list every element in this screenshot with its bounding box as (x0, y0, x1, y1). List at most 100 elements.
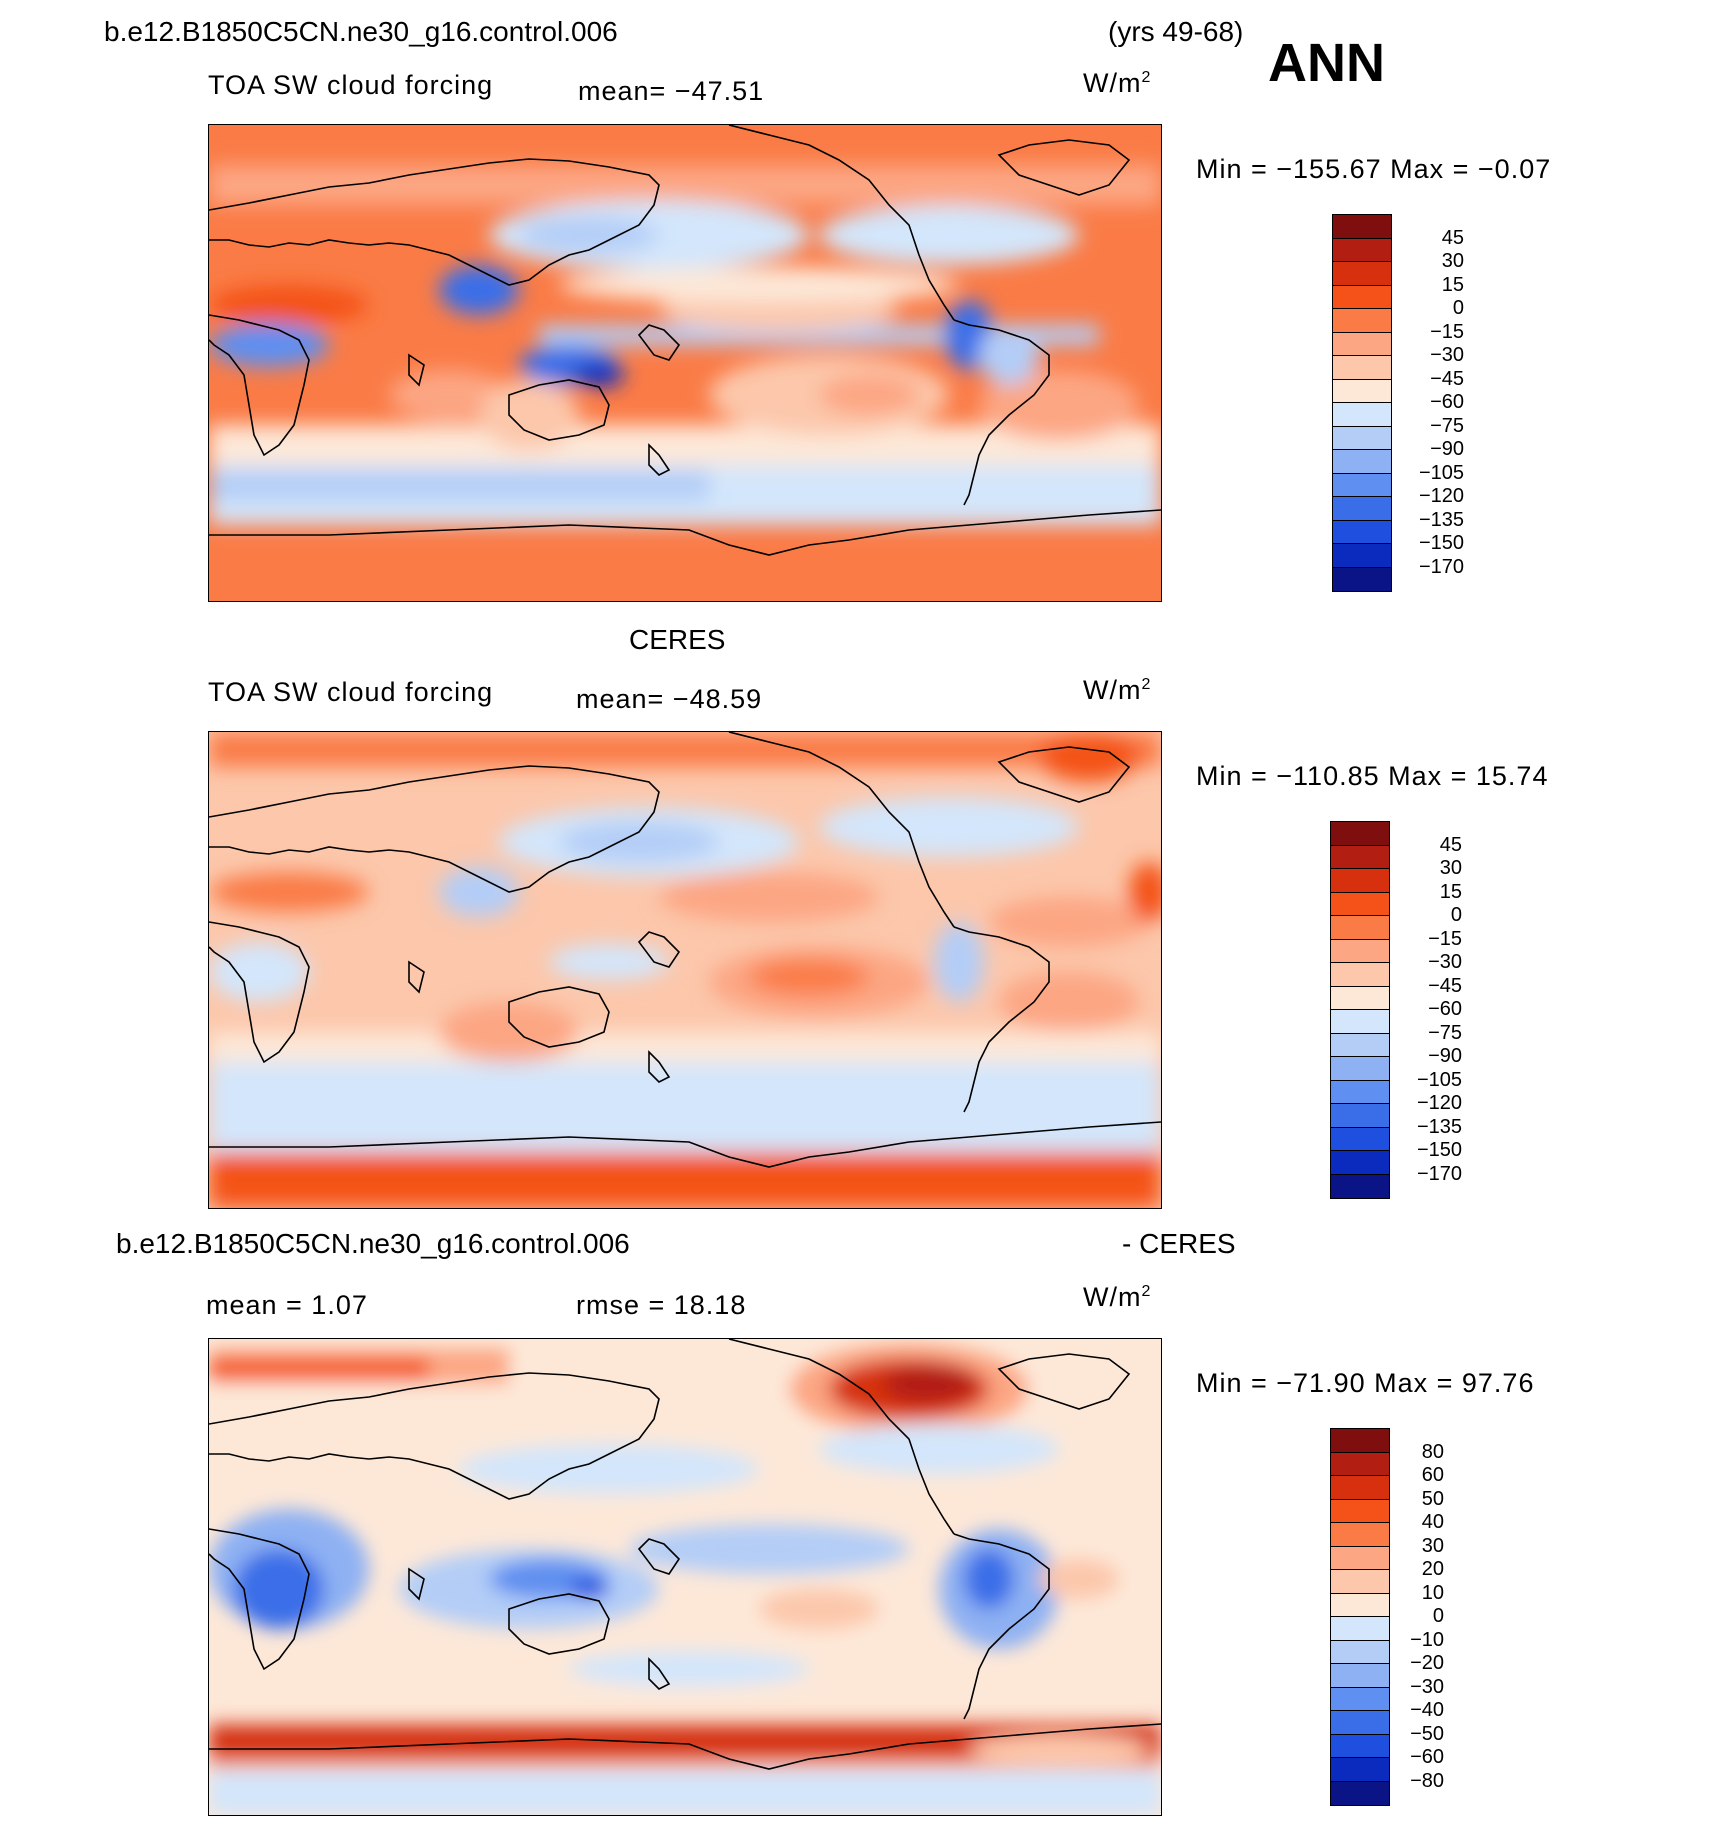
colorbar-tick-label: −170 (1418, 555, 1464, 578)
colorbar-tick-label: 0 (1452, 297, 1464, 319)
colorbar-tick-label: −120 (1416, 1092, 1462, 1114)
colorbar-swatch (1331, 1687, 1389, 1711)
case-title: b.e12.B1850C5CN.ne30_g16.control.006 (104, 16, 618, 47)
panel1-colorbar-labels: 45 30 15 0 −15 −30 −45 −60 −75 −90 −105 −120 −135 −15… (1400, 214, 1464, 592)
colorbar-tick-label: 40 (1421, 1511, 1444, 1533)
panel1-variable: TOA SW cloud forcing (208, 70, 494, 100)
colorbar-tick-label: 15 (1441, 273, 1464, 296)
colorbar-tick-label: −90 (1428, 1045, 1462, 1067)
colorbar-tick-label: −30 (1430, 344, 1464, 366)
panel1-coastlines (209, 125, 1161, 556)
colorbar-swatch (1331, 1523, 1389, 1547)
colorbar-tick-label: 10 (1421, 1581, 1444, 1604)
colorbar-swatch (1333, 403, 1391, 427)
colorbar-swatch (1331, 1640, 1389, 1664)
colorbar-tick-label: −135 (1416, 1115, 1462, 1138)
colorbar-swatch (1331, 1781, 1389, 1805)
panel3-mean: mean = 1.07 (206, 1290, 368, 1320)
colorbar-tick-label: −105 (1418, 461, 1464, 484)
panel1-map (208, 124, 1162, 602)
colorbar-swatch (1333, 473, 1391, 497)
colorbar-swatch (1331, 1570, 1389, 1594)
colorbar-tick-label: −90 (1430, 438, 1464, 460)
colorbar-tick-label: 15 (1439, 880, 1462, 903)
panel2-title: CERES (629, 624, 726, 655)
colorbar-swatch (1333, 238, 1391, 262)
colorbar-tick-label: −40 (1410, 1699, 1444, 1721)
colorbar-tick-label: 30 (1439, 857, 1462, 879)
colorbar-swatch (1331, 822, 1389, 846)
panel3-title-right: - CERES (1122, 1228, 1236, 1259)
panel3-colorbar (1330, 1428, 1390, 1806)
colorbar-tick-label: 60 (1421, 1464, 1444, 1486)
colorbar-tick-label: 0 (1450, 904, 1462, 926)
panel3-colorbar-labels: 80 60 50 40 30 20 10 0 −10 −20 −30 −40 −50 −60 −80 (1392, 1428, 1444, 1806)
colorbar-swatch (1333, 262, 1391, 286)
colorbar-tick-label: −75 (1428, 1021, 1462, 1044)
colorbar-tick-label: −15 (1430, 320, 1464, 343)
colorbar-swatch (1331, 1151, 1389, 1175)
colorbar-tick-label: 0 (1432, 1605, 1444, 1627)
panel3-map-svg (209, 1339, 1161, 1815)
colorbar-tick-label: −135 (1418, 508, 1464, 531)
colorbar-swatch (1331, 1452, 1389, 1476)
colorbar-tick-label: −150 (1416, 1139, 1462, 1161)
colorbar-swatch (1331, 1033, 1389, 1057)
colorbar-tick-label: −80 (1410, 1769, 1444, 1792)
panel2-units: W/m2 (1083, 675, 1152, 705)
colorbar-swatch (1331, 1546, 1389, 1570)
colorbar-swatch (1331, 1734, 1389, 1758)
colorbar-tick-label: −60 (1410, 1746, 1444, 1768)
panel2-map-svg (209, 732, 1161, 1208)
panel3-title-left: b.e12.B1850C5CN.ne30_g16.control.006 (116, 1228, 630, 1259)
season-label: ANN (1268, 33, 1385, 93)
panel3-minmax: Min = −71.90 Max = 97.76 (1196, 1368, 1535, 1398)
panel2-coastlines (209, 732, 1161, 1168)
panel1-minmax: Min = −155.67 Max = −0.07 (1196, 154, 1552, 184)
panel3-rmse: rmse = 18.18 (576, 1290, 747, 1320)
colorbar-swatch (1331, 1429, 1389, 1453)
colorbar-swatch (1331, 986, 1389, 1010)
colorbar-swatch (1331, 1104, 1389, 1128)
colorbar-swatch (1331, 892, 1389, 916)
colorbar-swatch (1333, 450, 1391, 474)
colorbar-tick-label: −45 (1430, 367, 1464, 390)
colorbar-swatch (1331, 1127, 1389, 1151)
colorbar-swatch (1333, 497, 1391, 521)
colorbar-tick-label: −170 (1416, 1162, 1462, 1185)
colorbar-swatch (1333, 332, 1391, 356)
colorbar-tick-label: 80 (1421, 1440, 1444, 1463)
panel3-coastlines (209, 1339, 1161, 1770)
years-label: (yrs 49-68) (1108, 16, 1244, 47)
colorbar-tick-label: 50 (1421, 1487, 1444, 1510)
colorbar-tick-label: 45 (1439, 833, 1462, 856)
colorbar-tick-label: −45 (1428, 974, 1462, 997)
colorbar-tick-label: −60 (1430, 391, 1464, 413)
colorbar-swatch (1331, 1057, 1389, 1081)
panel1-colorbar (1332, 214, 1392, 592)
colorbar-swatch (1331, 1593, 1389, 1617)
panel3-units: W/m2 (1083, 1282, 1152, 1312)
colorbar-tick-label: −50 (1410, 1722, 1444, 1745)
colorbar-swatch (1333, 356, 1391, 380)
colorbar-tick-label: 20 (1421, 1558, 1444, 1580)
colorbar-swatch (1331, 916, 1389, 940)
colorbar-swatch (1331, 1758, 1389, 1782)
panel2-minmax: Min = −110.85 Max = 15.74 (1196, 761, 1549, 791)
colorbar-swatch (1331, 1664, 1389, 1688)
panel1-map-svg (209, 125, 1161, 601)
colorbar-tick-label: −15 (1428, 927, 1462, 950)
colorbar-swatch (1333, 544, 1391, 568)
colorbar-tick-label: 45 (1441, 226, 1464, 249)
colorbar-tick-label: −30 (1428, 951, 1462, 973)
colorbar-swatch (1331, 869, 1389, 893)
colorbar-swatch (1333, 215, 1391, 239)
colorbar-tick-label: −150 (1418, 532, 1464, 554)
colorbar-tick-label: 30 (1441, 250, 1464, 272)
colorbar-swatch (1331, 963, 1389, 987)
colorbar-swatch (1331, 939, 1389, 963)
colorbar-tick-label: −105 (1416, 1068, 1462, 1091)
colorbar-swatch (1331, 1617, 1389, 1641)
colorbar-swatch (1333, 520, 1391, 544)
colorbar-tick-label: −20 (1410, 1652, 1444, 1674)
